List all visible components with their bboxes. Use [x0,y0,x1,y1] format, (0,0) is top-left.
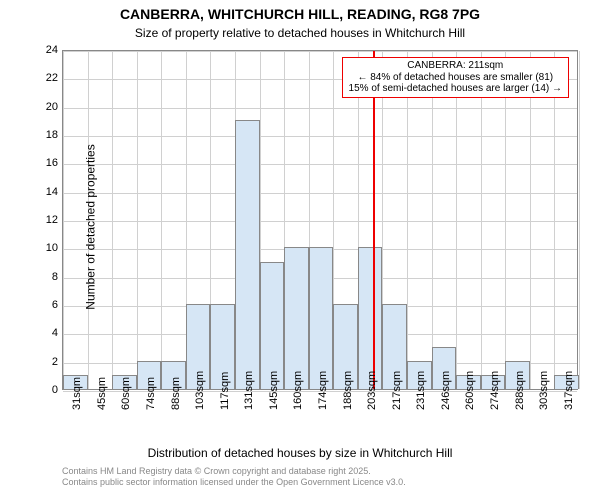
chart-subtitle: Size of property relative to detached ho… [0,26,600,40]
gridline-v [161,51,162,389]
gridline-v [112,51,113,389]
ytick-label: 14 [34,186,58,198]
gridline-h [63,221,577,222]
ytick-label: 16 [34,157,58,169]
histogram-bar [309,247,334,389]
xtick-label: 260sqm [464,404,476,410]
xtick-label: 231sqm [415,404,427,410]
xtick-label: 117sqm [219,404,231,410]
xtick-label: 103sqm [194,404,206,410]
gridline-v [63,51,64,389]
xtick-label: 31sqm [71,404,83,410]
gridline-v [456,51,457,389]
ytick-label: 24 [34,44,58,56]
xtick-label: 174sqm [317,404,329,410]
xtick-label: 288sqm [514,404,526,410]
ytick-label: 2 [34,356,58,368]
annotation-box: CANBERRA: 211sqm ← 84% of detached house… [342,57,569,98]
chart-title: CANBERRA, WHITCHURCH HILL, READING, RG8 … [0,6,600,22]
annotation-line2: ← 84% of detached houses are smaller (81… [349,72,562,84]
gridline-v [481,51,482,389]
gridline-h [63,164,577,165]
xtick-label: 274sqm [489,404,501,410]
gridline-v [432,51,433,389]
gridline-v [579,51,580,389]
reference-line [373,51,375,389]
xtick-label: 45sqm [96,404,108,410]
gridline-v [530,51,531,389]
ytick-label: 10 [34,242,58,254]
ytick-label: 6 [34,299,58,311]
ytick-label: 20 [34,101,58,113]
ytick-label: 22 [34,72,58,84]
ytick-label: 4 [34,327,58,339]
xtick-label: 217sqm [391,404,403,410]
annotation-line3: 15% of semi-detached houses are larger (… [349,83,562,95]
histogram-bar [260,262,285,390]
ytick-label: 0 [34,384,58,396]
attribution: Contains HM Land Registry data © Crown c… [62,466,406,488]
y-axis-label: Number of detached properties [84,144,98,309]
xtick-label: 188sqm [342,404,354,410]
xtick-label: 131sqm [243,404,255,410]
gridline-v [505,51,506,389]
xtick-label: 317sqm [563,404,575,410]
gridline-h [63,51,577,52]
ytick-label: 8 [34,271,58,283]
histogram-bar [235,120,260,389]
gridline-h [63,136,577,137]
xtick-label: 60sqm [120,404,132,410]
xtick-label: 203sqm [366,404,378,410]
gridline-h [63,108,577,109]
plot-area: CANBERRA: 211sqm ← 84% of detached house… [62,50,578,390]
ytick-label: 12 [34,214,58,226]
xtick-label: 74sqm [145,404,157,410]
annotation-line1: CANBERRA: 211sqm [349,60,562,72]
attribution-line2: Contains public sector information licen… [62,477,406,488]
gridline-v [137,51,138,389]
x-axis-label: Distribution of detached houses by size … [0,446,600,460]
xtick-label: 88sqm [170,404,182,410]
attribution-line1: Contains HM Land Registry data © Crown c… [62,466,406,477]
gridline-h [63,193,577,194]
xtick-label: 303sqm [538,404,550,410]
chart-container: CANBERRA, WHITCHURCH HILL, READING, RG8 … [0,0,600,500]
xtick-label: 145sqm [268,404,280,410]
gridline-v [554,51,555,389]
histogram-bar [358,247,383,389]
xtick-label: 246sqm [440,404,452,410]
xtick-label: 160sqm [292,404,304,410]
ytick-label: 18 [34,129,58,141]
gridline-v [407,51,408,389]
histogram-bar [284,247,309,389]
